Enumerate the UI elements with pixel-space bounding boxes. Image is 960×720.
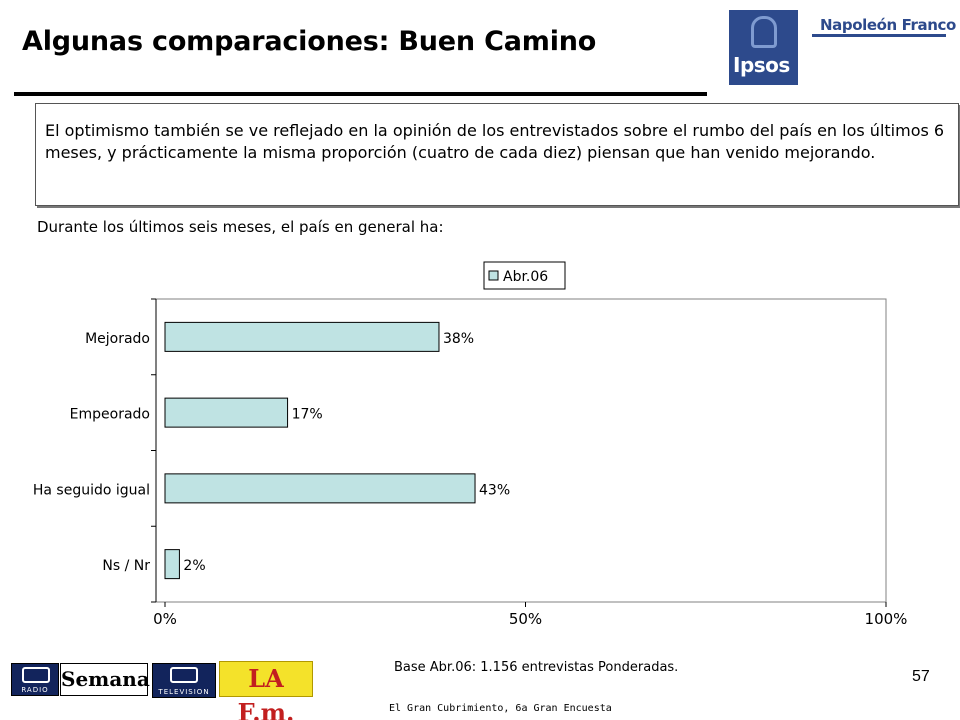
rcn-tv-label: TELEVISION xyxy=(158,688,210,696)
napoleon-franco-logo: Napoleón Franco xyxy=(820,16,956,34)
legend: Abr.06 xyxy=(483,261,566,290)
bar-ns-nr xyxy=(164,549,180,580)
x-tick-label: 50% xyxy=(509,610,542,628)
description-box: El optimismo también se ve reflejado en … xyxy=(35,103,959,206)
data-label: 38% xyxy=(443,331,474,347)
category-label: Mejorado xyxy=(85,331,150,347)
page-title: Algunas comparaciones: Buen Camino xyxy=(22,26,597,57)
ipsos-logo-text: Ipsos xyxy=(733,53,790,77)
category-label: Empeorado xyxy=(70,407,150,423)
bar-empeorado xyxy=(164,397,289,428)
ipsos-mark-icon xyxy=(751,16,777,48)
base-note: Base Abr.06: 1.156 entrevistas Ponderada… xyxy=(394,660,679,675)
la-fm-logo: LA F.m. xyxy=(219,661,313,720)
semana-logo: Semana xyxy=(60,663,150,696)
rcn-radio-logo: RADIO xyxy=(11,663,59,696)
legend-swatch xyxy=(488,270,499,281)
rcn-radio-label: RADIO xyxy=(21,686,49,694)
category-label: Ha seguido igual xyxy=(33,482,150,498)
chart-question: Durante los últimos seis meses, el país … xyxy=(37,218,444,236)
data-label: 43% xyxy=(479,482,510,498)
category-label: Ns / Nr xyxy=(102,558,150,574)
bar-chart: Abr.06 38% Mejorado 17% Empeorado 43% Ha segu… xyxy=(33,261,908,628)
rcn-mark-icon xyxy=(22,667,50,683)
page-number: 57 xyxy=(912,668,930,685)
title-divider xyxy=(14,92,707,96)
rcn-tv-logo: TELEVISION xyxy=(152,663,216,698)
description-text: El optimismo también se ve reflejado en … xyxy=(45,121,945,162)
rcn-tv-mark-icon xyxy=(170,667,198,683)
footer-text: El Gran Cubrimiento, 6a Gran Encuesta xyxy=(389,703,612,714)
x-tick-label: 0% xyxy=(153,610,177,628)
data-label: 2% xyxy=(183,558,205,574)
legend-label: Abr.06 xyxy=(503,269,548,285)
napoleon-franco-underline xyxy=(812,34,946,37)
bar-ha-seguido-igual xyxy=(164,473,476,504)
ipsos-logo: Ipsos xyxy=(729,10,798,85)
x-tick-label: 100% xyxy=(865,610,908,628)
bar-mejorado xyxy=(164,321,440,352)
data-label: 17% xyxy=(292,407,323,423)
